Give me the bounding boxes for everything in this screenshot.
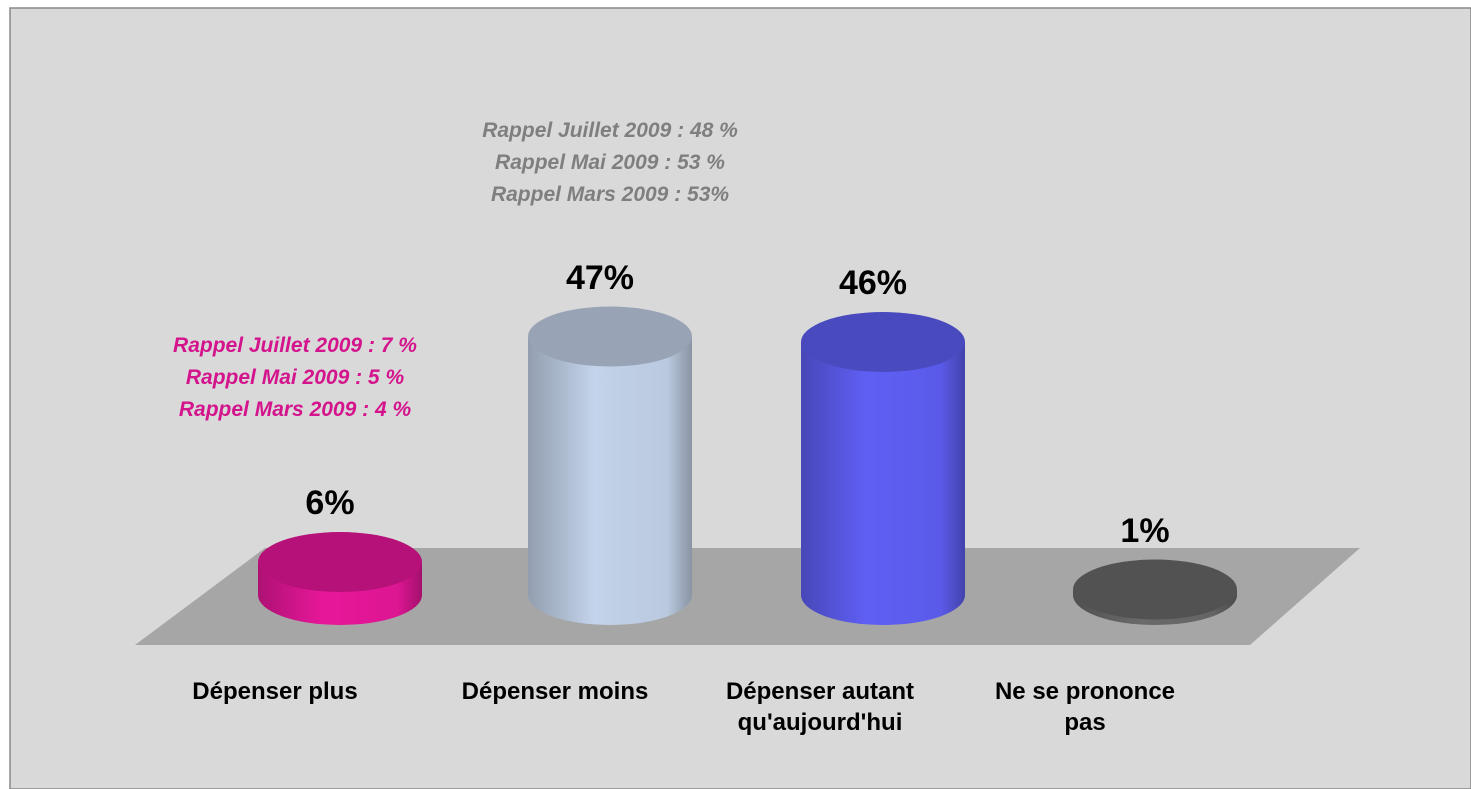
- cylinder-top: [1073, 559, 1237, 620]
- floor: [135, 548, 1360, 645]
- value-label: 6%: [305, 484, 355, 522]
- cylinder-top-shade: [258, 532, 422, 592]
- cylinder-top: [528, 306, 692, 367]
- category-label: Ne se prononce pas: [994, 678, 1176, 736]
- annotation: Rappel Mars 2009 : 4 %: [178, 398, 412, 421]
- cylinder-top-shade: [801, 312, 965, 372]
- annotation: Rappel Mai 2009 : 5 %: [185, 366, 405, 389]
- value-label: 47%: [565, 258, 635, 297]
- cylinder-top-shade: [528, 306, 692, 367]
- annotation: Rappel Mai 2009 : 53 %: [495, 151, 725, 174]
- cylinder-top: [801, 312, 965, 372]
- annotation: Rappel Mars 2009 : 53%: [490, 183, 730, 206]
- cylinder-shade: [528, 336, 692, 625]
- category-label: Dépenser plus: [192, 678, 358, 705]
- value-label: 1%: [1120, 511, 1170, 550]
- cylinder-top-shade: [1073, 559, 1237, 620]
- value-label: 46%: [838, 264, 908, 302]
- annotation: Rappel Juillet 2009 : 48 %: [482, 119, 738, 142]
- cylinder-top: [258, 532, 422, 592]
- cylinder-shade: [801, 342, 965, 625]
- category-label: Dépenser autant qu'aujourd'hui: [725, 678, 915, 736]
- category-label: Dépenser moins: [461, 678, 649, 705]
- annotation: Rappel Juillet 2009 : 7 %: [173, 334, 417, 357]
- background: [9, 7, 1471, 789]
